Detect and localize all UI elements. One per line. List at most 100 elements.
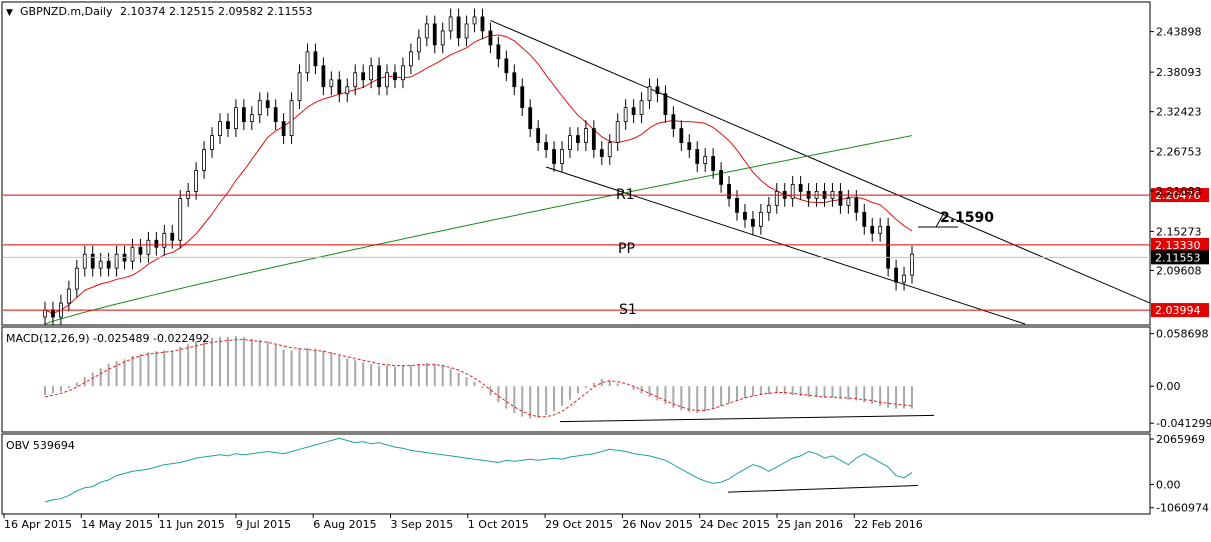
target-pointer: [935, 212, 945, 228]
candle-body: [766, 204, 771, 213]
candle-body: [886, 225, 891, 269]
candle-body: [560, 149, 564, 164]
candle-body: [910, 253, 914, 276]
candle-body: [711, 156, 716, 171]
x-tick-label: 3 Sep 2015: [391, 518, 454, 531]
candle-body: [178, 197, 183, 241]
candle-body: [846, 197, 851, 206]
candle-body: [401, 65, 405, 81]
candle-body: [464, 23, 469, 39]
x-tick-label: 25 Jan 2016: [777, 518, 843, 531]
candle-body: [90, 253, 95, 269]
macd-tick-label: 0.00: [1156, 380, 1181, 393]
candle-body: [790, 184, 795, 199]
candle-body: [51, 309, 55, 318]
x-tick-label: 1 Oct 2015: [468, 518, 529, 531]
candle-body: [758, 211, 763, 227]
price-tick-label: 2.32423: [1156, 106, 1202, 119]
obv-line: [44, 437, 913, 503]
obv-title: OBV 539694: [6, 439, 75, 452]
candle-body: [599, 149, 604, 157]
candle-body: [639, 100, 644, 116]
price-tick-label: 2.26753: [1156, 145, 1202, 158]
candle-body: [512, 72, 517, 88]
obv-layer: [44, 437, 919, 503]
candle-body: [345, 86, 350, 95]
candle-body: [504, 58, 509, 74]
macd-panel-frame: [1, 326, 1151, 433]
candle-body: [289, 100, 294, 136]
candle-body: [162, 232, 167, 248]
candle-body: [106, 260, 111, 269]
candle-body: [66, 288, 71, 304]
candle-body: [241, 107, 246, 123]
dropdown-triangle-icon[interactable]: ▼: [6, 8, 13, 18]
candle-body: [838, 191, 843, 206]
candle-body: [170, 232, 175, 241]
candle-body: [138, 246, 143, 255]
macd-title: MACD(12,26,9) -0.025489 -0.022492: [6, 332, 209, 345]
candle-body: [743, 211, 747, 220]
macd-tick-label: 0.058698: [1156, 328, 1209, 341]
candle-body: [727, 184, 731, 199]
candle-body: [329, 79, 334, 88]
level-badge-s1: [1151, 303, 1209, 318]
candle-body: [43, 309, 47, 318]
price-tick-label: 2.43898: [1156, 26, 1202, 39]
x-tick-label: 29 Oct 2015: [545, 518, 613, 531]
channel-upper-line: [490, 19, 1151, 304]
candle-body: [432, 23, 437, 46]
candle-body: [480, 16, 485, 32]
level-badge-text-s1: 2.03994: [1155, 304, 1201, 317]
candle-body: [114, 253, 119, 269]
x-tick-label: 24 Dec 2015: [700, 518, 770, 531]
candle-body: [583, 128, 588, 143]
candle-body: [154, 239, 159, 248]
candle-body: [313, 51, 318, 67]
candle-body: [305, 51, 310, 74]
candle-body: [520, 86, 525, 109]
x-tick-label: 16 Apr 2015: [4, 518, 72, 531]
candle-body: [623, 107, 628, 123]
candle-body: [353, 72, 358, 88]
candle-body: [679, 128, 684, 143]
candle-body: [687, 142, 692, 150]
price-tick-label: 2.21083: [1156, 185, 1202, 198]
candle-body: [424, 23, 429, 39]
candle-body: [456, 16, 461, 39]
candle-body: [416, 37, 421, 53]
candle-body: [663, 93, 668, 116]
level-badge-text-current: 2.11553: [1155, 251, 1201, 264]
candle-body: [393, 72, 397, 81]
candle-body: [703, 156, 708, 164]
obv-trend-line: [727, 485, 919, 493]
candle-body: [440, 30, 445, 46]
candle-body: [210, 135, 214, 150]
obv-tick-label: 0.00: [1156, 478, 1181, 491]
x-tick-label: 22 Feb 2016: [854, 518, 922, 531]
candle-body: [615, 121, 620, 143]
candle-body: [576, 135, 580, 143]
pivot-label-s1: S1: [619, 302, 637, 318]
macd-tick-label: -0.041299: [1156, 417, 1211, 430]
candle-body: [607, 142, 612, 157]
ma-green-line: [44, 135, 913, 325]
candle-body: [902, 274, 906, 283]
candle-body: [130, 246, 135, 262]
level-badge-current: [1151, 250, 1209, 265]
ohlc-values: 2.10374 2.12515 2.09582 2.11553: [120, 5, 312, 18]
candle-body: [337, 79, 342, 95]
candle-body: [226, 121, 230, 130]
candle-body: [321, 65, 326, 88]
candle-body: [695, 149, 700, 164]
candle-body: [735, 197, 739, 213]
candle-body: [655, 86, 660, 95]
candle-body: [377, 65, 381, 88]
candle-body: [361, 72, 366, 81]
candle-body: [281, 121, 286, 136]
symbol-title: GBPNZD.m,Daily: [20, 5, 113, 18]
candle-body: [194, 170, 199, 192]
candle-body: [369, 65, 374, 81]
price-tick-label: 2.38093: [1156, 66, 1202, 79]
